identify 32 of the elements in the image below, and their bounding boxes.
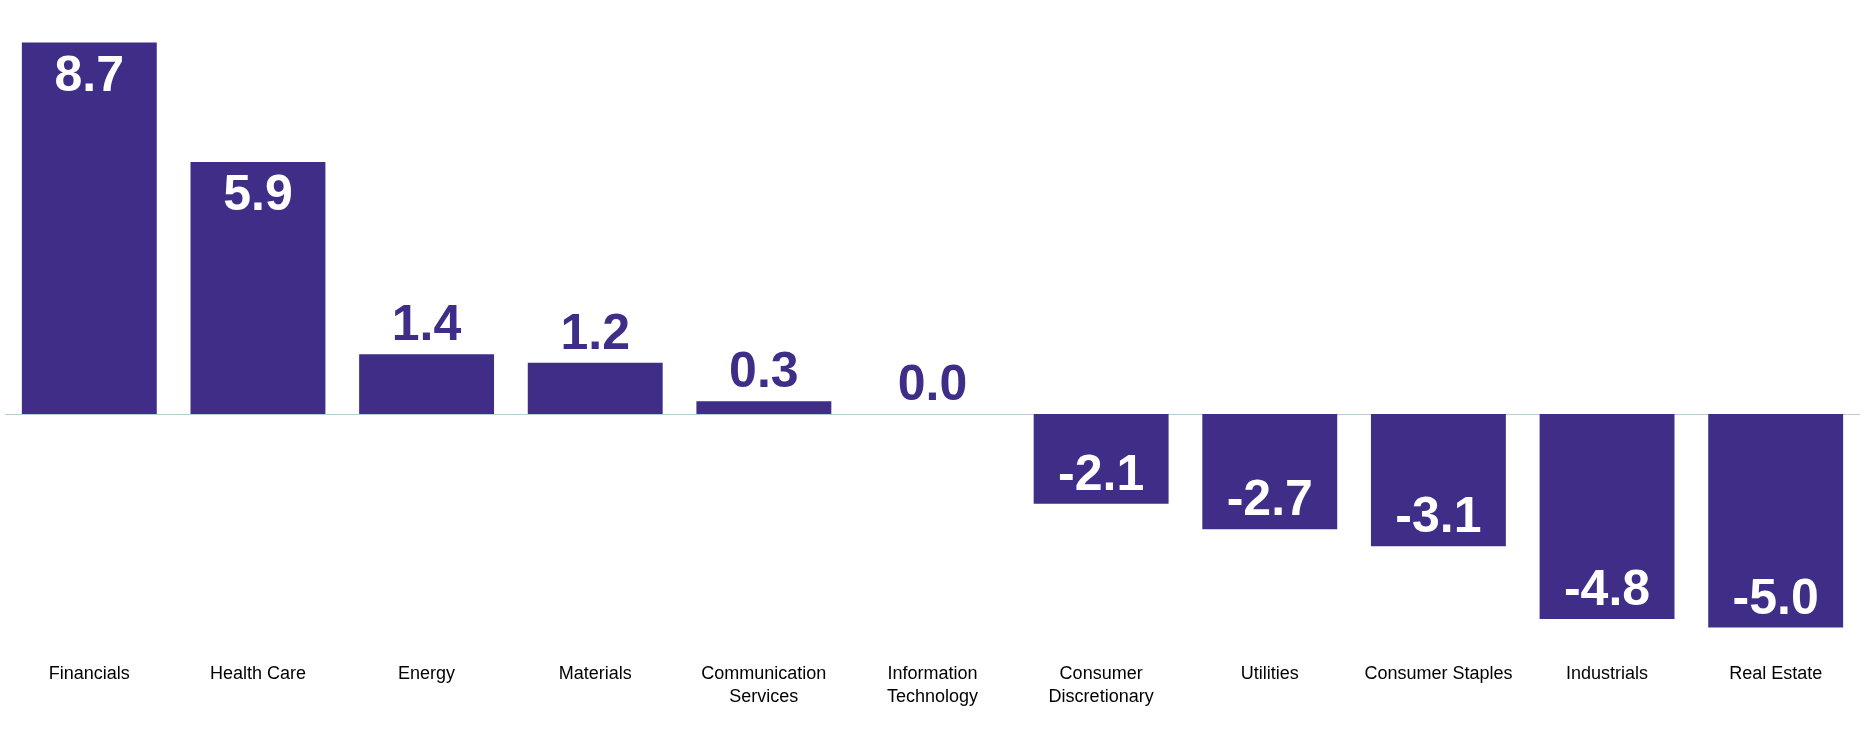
x-tick-label: Financials	[48, 663, 130, 683]
x-tick-label: Utilities	[1240, 663, 1299, 683]
bar	[1708, 414, 1844, 628]
x-tick-label: Information Technology	[886, 663, 979, 707]
x-tick-label: Consumer Discretionary	[1048, 663, 1154, 707]
bar	[527, 362, 663, 414]
data-label: -2.1	[1058, 444, 1145, 501]
x-tick-label: Health Care	[209, 663, 306, 683]
x-tick-label: Industrials	[1566, 663, 1649, 683]
bar	[359, 354, 495, 414]
bar	[1202, 414, 1338, 530]
x-tick-label: Consumer Staples	[1364, 663, 1513, 683]
data-label: 5.9	[223, 165, 293, 222]
bar	[1539, 414, 1675, 619]
data-label: 1.4	[391, 295, 462, 352]
data-label: 1.2	[560, 303, 630, 360]
bar	[21, 42, 157, 414]
bar	[1370, 414, 1506, 547]
x-tick-label: Communication Services	[701, 663, 827, 707]
data-label: -5.0	[1732, 568, 1819, 625]
data-label: 0.0	[897, 355, 968, 411]
x-tick-label: Energy	[398, 663, 456, 683]
x-tick-label: Real Estate	[1729, 663, 1823, 683]
data-label: -4.8	[1563, 559, 1651, 616]
data-label: -3.1	[1395, 487, 1482, 544]
bar	[190, 162, 326, 414]
bar	[1033, 414, 1169, 504]
data-label: -2.7	[1226, 470, 1313, 527]
x-tick-label: Materials	[558, 663, 632, 683]
data-label: 8.7	[54, 45, 125, 102]
bar	[696, 401, 832, 414]
data-label: 0.3	[729, 342, 799, 399]
